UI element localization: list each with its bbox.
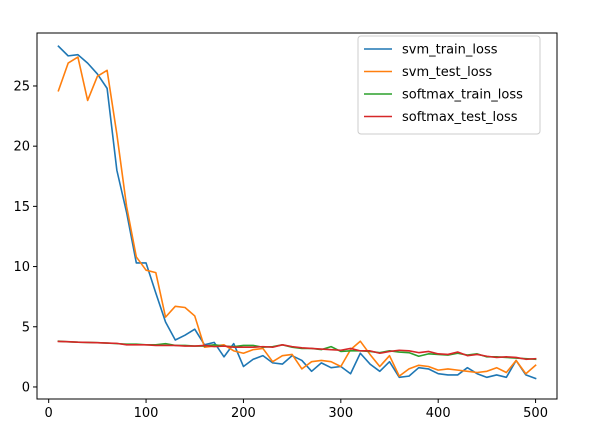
y-tick-label: 20 <box>13 140 30 155</box>
x-tick-label: 400 <box>426 406 451 421</box>
x-axis: 0 100 200 300 400 500 <box>45 399 548 421</box>
y-tick-label: 25 <box>13 79 30 94</box>
y-tick-label: 15 <box>13 200 30 215</box>
series-line-svm_train_loss <box>57 45 537 380</box>
plot-frame <box>36 32 558 400</box>
y-tick-label: 5 <box>22 320 30 335</box>
x-tick-label: 200 <box>231 406 256 421</box>
x-tick-label: 0 <box>45 406 53 421</box>
legend: svm_train_loss svm_test_loss softmax_train… <box>357 35 541 135</box>
legend-label-svm_test_loss: svm_test_loss <box>402 65 492 80</box>
series-line-svm_test_loss <box>57 56 537 377</box>
x-tick-label: 100 <box>134 406 159 421</box>
legend-label-softmax_train_loss: softmax_train_loss <box>402 88 523 103</box>
series-line-softmax_test_loss <box>57 340 537 361</box>
series-layer <box>57 45 537 380</box>
legend-label-svm_train_loss: svm_train_loss <box>402 43 498 58</box>
y-axis: 0 5 10 15 20 25 <box>13 79 37 395</box>
x-tick-label: 500 <box>523 406 548 421</box>
legend-label-softmax_test_loss: softmax_test_loss <box>402 110 518 125</box>
y-tick-label: 0 <box>22 380 30 395</box>
legend-box <box>357 35 541 135</box>
x-tick-label: 300 <box>328 406 353 421</box>
y-tick-label: 10 <box>13 260 30 275</box>
